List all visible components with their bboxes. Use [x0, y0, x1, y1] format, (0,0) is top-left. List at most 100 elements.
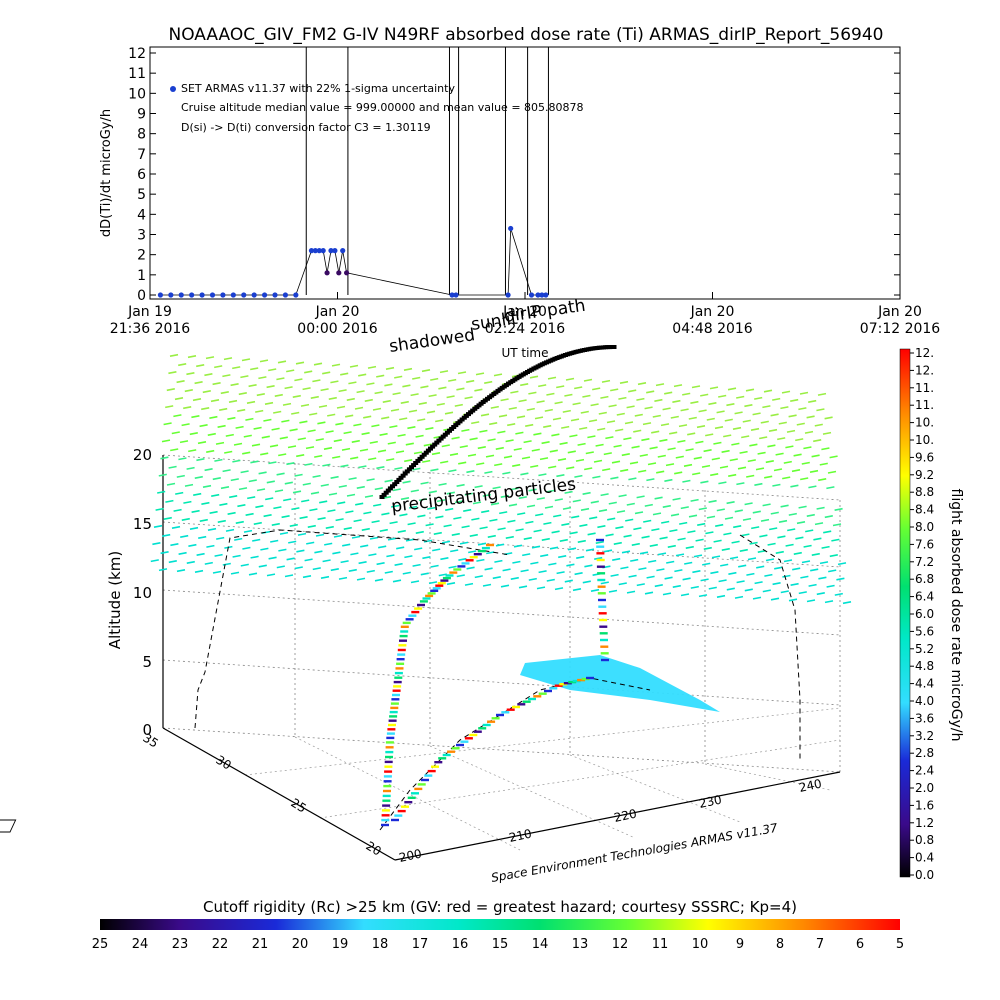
- field-arrow: [469, 533, 478, 537]
- field-arrow: [322, 559, 331, 563]
- field-arrow: [261, 435, 270, 439]
- field-arrow: [392, 579, 402, 583]
- field-arrow: [220, 391, 229, 395]
- field-arrow: [657, 454, 666, 458]
- field-arrow: [237, 504, 246, 508]
- field-arrow: [739, 450, 748, 454]
- field-arrow: [330, 568, 339, 572]
- field-arrow: [756, 565, 765, 569]
- field-arrow: [241, 358, 251, 362]
- dirip-trace-point: [411, 463, 417, 468]
- field-arrow: [461, 428, 470, 432]
- field-arrow: [422, 459, 431, 463]
- field-arrow: [386, 554, 395, 558]
- dose-point: [272, 292, 278, 298]
- field-arrow: [829, 554, 838, 558]
- field-arrow: [201, 407, 210, 411]
- x-tick-label-time: 00:00 2016: [297, 321, 378, 337]
- field-arrow: [341, 447, 351, 451]
- bottom-cb-tick-label: 25: [92, 937, 109, 952]
- field-arrow: [567, 547, 577, 551]
- dirip-trace-point: [611, 345, 617, 349]
- field-arrow: [788, 512, 797, 516]
- field-arrow: [220, 486, 230, 490]
- field-arrow: [709, 386, 719, 390]
- field-arrow: [332, 551, 341, 555]
- field-arrow: [804, 430, 814, 434]
- field-arrow: [234, 537, 243, 541]
- field-arrow: [301, 499, 310, 503]
- field-arrow: [610, 476, 619, 480]
- bottom-colorbar-gradient: [100, 919, 900, 930]
- field-arrow: [387, 441, 396, 445]
- field-arrow: [407, 522, 416, 526]
- field-arrow: [228, 399, 238, 403]
- field-arrow: [186, 372, 195, 376]
- field-arrow: [168, 371, 177, 375]
- dose-point: [293, 292, 299, 298]
- field-arrow: [288, 540, 297, 544]
- field-arrow: [327, 413, 336, 417]
- field-arrow: [749, 541, 758, 545]
- field-arrow: [796, 422, 805, 426]
- field-arrow: [639, 551, 649, 555]
- field-arrow: [392, 488, 401, 492]
- field-arrow: [613, 541, 622, 545]
- field-arrow: [796, 521, 806, 525]
- field-arrow: [543, 521, 552, 525]
- field-arrow: [379, 528, 388, 532]
- dose-point: [528, 292, 535, 298]
- field-arrow: [378, 545, 387, 549]
- field-arrow: [165, 405, 174, 409]
- field-arrow: [687, 530, 696, 534]
- field-arrow: [507, 519, 516, 523]
- dirip-trace-point: [392, 482, 398, 487]
- field-arrow: [291, 507, 300, 511]
- field-arrow: [687, 432, 696, 436]
- field-arrow: [484, 470, 493, 474]
- field-arrow: [700, 480, 709, 484]
- field-arrow: [302, 387, 311, 391]
- ground-field-patch: [520, 655, 720, 712]
- field-arrow: [536, 586, 546, 590]
- right-cb-tick-label: 0.0: [915, 868, 934, 882]
- field-arrow: [337, 501, 346, 505]
- field-arrow: [726, 587, 735, 591]
- field-arrow: [590, 588, 600, 592]
- field-arrow: [643, 519, 652, 523]
- field-arrow: [621, 453, 630, 457]
- field-arrow: [439, 370, 449, 374]
- field-arrow: [219, 502, 228, 506]
- field-arrow: [615, 428, 624, 432]
- field-arrow: [428, 394, 437, 398]
- dose-point: [157, 292, 164, 298]
- dose-point: [340, 248, 346, 254]
- field-arrow: [626, 502, 635, 506]
- field-arrow: [787, 528, 796, 532]
- field-arrow: [204, 561, 213, 565]
- field-arrow: [317, 421, 326, 425]
- field-arrow: [330, 380, 339, 384]
- field-arrow: [597, 427, 606, 431]
- field-arrow: [693, 554, 703, 558]
- field-arrow: [536, 400, 545, 404]
- field-arrow: [744, 502, 753, 506]
- field-arrow: [318, 404, 328, 408]
- field-arrow: [251, 443, 261, 447]
- field-arrow: [179, 440, 189, 444]
- x-tick-label-time: 02:24 2016: [485, 321, 566, 337]
- field-arrow: [700, 393, 709, 397]
- field-arrow: [243, 529, 253, 533]
- field-arrow: [543, 424, 552, 428]
- field-arrow: [487, 438, 496, 442]
- field-arrow: [561, 425, 570, 429]
- field-arrow: [731, 442, 740, 446]
- field-arrow: [353, 519, 362, 523]
- field-arrow: [669, 431, 678, 435]
- field-arrow: [503, 455, 513, 459]
- dose-point: [282, 292, 289, 298]
- bottom-cb-tick-label: 16: [452, 937, 469, 952]
- field-arrow: [392, 392, 401, 396]
- field-arrow: [166, 482, 176, 486]
